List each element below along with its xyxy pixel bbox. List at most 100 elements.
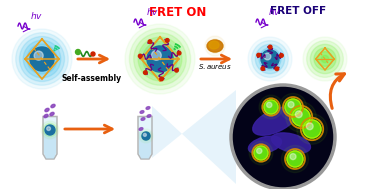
Circle shape [256,148,262,153]
Circle shape [30,47,54,71]
Circle shape [268,45,272,49]
Circle shape [212,43,218,49]
Circle shape [288,152,302,166]
Circle shape [248,37,292,81]
Circle shape [255,147,267,159]
Circle shape [290,153,296,160]
Circle shape [231,85,335,189]
Circle shape [283,97,303,117]
Circle shape [259,95,283,119]
Circle shape [125,24,195,94]
Circle shape [297,114,327,144]
Circle shape [286,100,300,114]
Polygon shape [152,90,236,184]
Circle shape [314,48,336,70]
Circle shape [261,67,265,70]
Circle shape [144,43,176,75]
Text: FRET OFF: FRET OFF [270,6,326,16]
Circle shape [291,156,298,162]
Circle shape [148,47,172,71]
Circle shape [151,50,161,60]
Circle shape [130,28,191,90]
Circle shape [304,121,320,137]
Ellipse shape [51,104,55,108]
Circle shape [258,150,264,156]
Text: $hv$: $hv$ [268,6,281,17]
Circle shape [290,105,312,129]
Circle shape [252,41,289,77]
Circle shape [140,39,180,79]
Circle shape [275,67,279,71]
Circle shape [301,118,323,140]
Circle shape [144,133,146,136]
Circle shape [166,39,169,42]
Circle shape [303,120,321,138]
Circle shape [46,125,54,135]
Circle shape [255,44,285,74]
Circle shape [41,121,59,139]
Text: $hv$: $hv$ [30,10,43,21]
Circle shape [141,131,151,141]
Polygon shape [139,132,151,159]
Circle shape [285,149,305,169]
Circle shape [34,51,43,60]
Circle shape [47,127,50,130]
Circle shape [252,144,270,162]
Circle shape [286,102,316,132]
Circle shape [23,40,61,78]
Polygon shape [138,116,152,159]
Circle shape [264,100,278,114]
Ellipse shape [139,128,143,130]
Circle shape [297,113,305,121]
Circle shape [75,50,81,54]
Circle shape [156,55,164,63]
Circle shape [208,39,222,53]
Circle shape [175,68,178,72]
Circle shape [257,53,261,57]
Circle shape [285,99,301,115]
Circle shape [38,55,46,63]
Circle shape [35,51,50,67]
Ellipse shape [140,111,144,113]
Circle shape [91,52,95,56]
Circle shape [280,54,283,57]
Circle shape [303,37,347,81]
Circle shape [266,102,272,108]
Circle shape [205,36,225,56]
Circle shape [152,51,168,67]
Ellipse shape [45,108,49,112]
Ellipse shape [248,136,282,154]
Circle shape [279,93,307,121]
Circle shape [263,52,277,66]
Circle shape [307,41,343,77]
Circle shape [177,51,181,55]
Circle shape [144,134,148,138]
Ellipse shape [207,40,223,52]
Circle shape [134,33,186,85]
Circle shape [138,54,142,58]
Circle shape [292,108,310,126]
Ellipse shape [141,118,145,120]
Circle shape [151,50,169,68]
Ellipse shape [44,114,48,118]
Circle shape [142,132,150,140]
Circle shape [43,123,57,137]
Circle shape [249,141,273,165]
Circle shape [160,77,163,81]
Text: Self-assembly: Self-assembly [62,74,122,83]
Circle shape [31,48,53,70]
Circle shape [138,37,182,81]
Circle shape [147,46,173,72]
Ellipse shape [209,41,219,49]
Circle shape [268,104,274,110]
Circle shape [254,146,268,160]
Ellipse shape [50,112,54,116]
Circle shape [264,53,271,60]
Circle shape [288,101,294,108]
Circle shape [139,129,153,143]
Circle shape [20,36,64,81]
Circle shape [266,55,274,63]
Circle shape [318,52,332,66]
Text: $S. aureus$: $S. aureus$ [198,62,232,71]
Text: $hv$: $hv$ [146,6,159,17]
